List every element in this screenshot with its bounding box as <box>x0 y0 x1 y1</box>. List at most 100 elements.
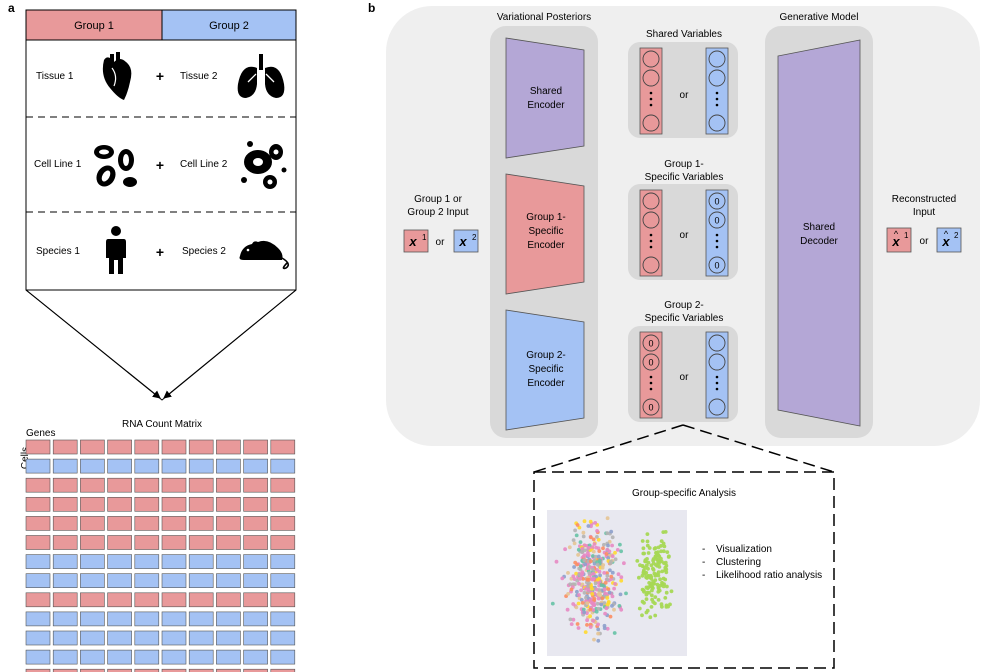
analysis-bullet: - <box>702 557 705 568</box>
x1-input-box: x 1 <box>403 229 429 253</box>
matrix-cell <box>161 458 187 474</box>
variational-posteriors-title: Variational Posteriors <box>497 12 591 23</box>
ellipsis-dot <box>715 245 719 249</box>
plus-sign: + <box>156 157 164 173</box>
matrix-cell <box>107 439 132 455</box>
matrix-cell <box>25 630 51 646</box>
scatter-point <box>661 584 666 589</box>
red-blood-cells-icon <box>94 145 137 187</box>
matrix-cell <box>216 439 241 455</box>
matrix-cell <box>52 592 78 608</box>
analysis-item-visualization: Visualization <box>716 544 772 555</box>
reconstructed-label-line1: Reconstructed <box>892 194 956 205</box>
matrix-cell <box>80 516 105 531</box>
scatter-point <box>576 547 581 552</box>
matrix-cell <box>188 496 214 512</box>
scatter-point <box>592 596 597 601</box>
scatter-point <box>596 622 600 627</box>
zero-value: 0 <box>648 358 653 368</box>
scatter-point <box>610 594 615 599</box>
scatter-point <box>606 543 610 548</box>
scatter-point <box>602 571 607 575</box>
scatter-point <box>645 532 650 536</box>
scatter-point <box>587 581 591 586</box>
matrix-cell <box>52 554 78 569</box>
matrix-cell <box>80 439 105 455</box>
scatter-point <box>587 571 592 575</box>
scatter-point <box>568 582 573 587</box>
scatter-point <box>580 550 585 554</box>
zoom-line-left <box>533 424 684 473</box>
matrix-cell <box>216 668 241 672</box>
analysis-bullet: - <box>702 570 705 581</box>
latent-node <box>708 353 726 371</box>
scatter-point <box>649 605 654 609</box>
scatter-point <box>605 602 610 607</box>
scatter-point <box>591 537 596 542</box>
group2-header-cell <box>161 9 297 41</box>
ellipsis-dot <box>715 233 719 237</box>
matrix-cell <box>216 554 241 569</box>
matrix-cell <box>25 573 51 589</box>
scatter-point <box>657 588 662 593</box>
scatter-point <box>658 577 662 582</box>
scatter-point <box>667 554 671 559</box>
scatter-point <box>661 549 666 554</box>
scatter-point <box>644 585 649 590</box>
matrix-cell <box>270 649 296 665</box>
matrix-cell <box>188 535 214 550</box>
scatter-point <box>652 581 656 586</box>
latent-node <box>642 211 660 229</box>
matrix-cell <box>243 439 268 455</box>
scatter-point <box>662 544 667 549</box>
matrix-cell <box>270 516 296 531</box>
arrow-right <box>163 289 297 399</box>
svg-text:x: x <box>891 234 900 249</box>
svg-text:1: 1 <box>904 231 909 240</box>
scatter-point <box>609 529 614 534</box>
scatter-point <box>664 570 669 575</box>
scatter-point <box>596 577 600 582</box>
scatter-point <box>665 584 669 589</box>
scatter-point <box>599 602 604 607</box>
input-or: or <box>436 237 446 248</box>
zero-value: 0 <box>648 339 653 349</box>
scatter-point <box>596 631 600 636</box>
scatter-point <box>596 537 601 542</box>
scatter-point <box>579 598 584 602</box>
scatter-point <box>589 584 593 589</box>
scatter-point <box>598 593 603 598</box>
arrow-left <box>25 289 161 399</box>
matrix-cell <box>52 477 78 493</box>
matrix-cell <box>216 477 241 493</box>
scatter-point <box>583 562 587 567</box>
scatter-point <box>644 597 649 601</box>
latent-node <box>642 398 660 416</box>
x2-hat-box: x ^ 2 <box>936 227 962 253</box>
scatter-point <box>652 571 657 576</box>
matrix-cell <box>243 516 268 531</box>
scatter-point <box>597 588 602 592</box>
scatter-point <box>575 622 580 626</box>
scatter-point <box>653 555 658 559</box>
scatter-point <box>605 577 610 582</box>
matrix-cell <box>25 649 51 665</box>
group1-variables-title-line2: Specific Variables <box>645 172 724 183</box>
scatter-point <box>637 575 641 580</box>
latent-vector <box>639 47 663 135</box>
plus-sign: + <box>156 244 164 260</box>
matrix-cell <box>80 611 105 627</box>
matrix-cell <box>80 477 105 493</box>
matrix-cell <box>161 554 187 569</box>
matrix-cell <box>107 649 132 665</box>
latent-vector <box>705 47 729 135</box>
scatter-point <box>584 587 588 591</box>
scatter-point <box>590 592 595 596</box>
scatter-point <box>583 630 588 634</box>
scatter-point <box>604 552 609 556</box>
scatter-point <box>571 574 576 579</box>
scatter-point <box>610 604 614 608</box>
matrix-cell <box>80 554 105 569</box>
ellipsis-dot <box>649 233 653 237</box>
